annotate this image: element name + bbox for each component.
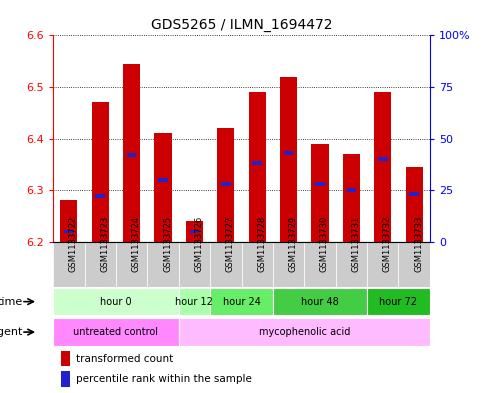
Bar <box>64 230 73 233</box>
Bar <box>61 371 70 387</box>
Bar <box>60 200 77 242</box>
Bar <box>221 182 230 186</box>
Text: hour 72: hour 72 <box>380 297 417 307</box>
Text: hour 48: hour 48 <box>301 297 339 307</box>
Bar <box>312 144 328 242</box>
Text: GDS5265 / ILMN_1694472: GDS5265 / ILMN_1694472 <box>151 18 332 32</box>
Text: agent: agent <box>0 327 23 337</box>
Bar <box>406 167 423 242</box>
Bar <box>179 318 430 346</box>
Text: GSM1133730: GSM1133730 <box>320 216 329 272</box>
Bar <box>347 188 356 192</box>
Text: hour 24: hour 24 <box>223 297 260 307</box>
Text: GSM1133727: GSM1133727 <box>226 216 235 272</box>
Bar <box>367 242 398 287</box>
Text: hour 12: hour 12 <box>175 297 213 307</box>
Bar <box>179 242 210 287</box>
Text: hour 0: hour 0 <box>100 297 132 307</box>
Bar <box>374 92 391 242</box>
Bar <box>398 242 430 287</box>
Text: GSM1133722: GSM1133722 <box>69 216 78 272</box>
Bar <box>253 162 262 165</box>
Bar <box>53 242 85 287</box>
Text: GSM1133728: GSM1133728 <box>257 216 266 272</box>
Bar <box>242 242 273 287</box>
Bar <box>336 242 367 287</box>
Text: GSM1133726: GSM1133726 <box>194 216 203 272</box>
Text: GSM1133729: GSM1133729 <box>289 216 298 272</box>
Text: transformed count: transformed count <box>76 354 173 364</box>
Text: GSM1133723: GSM1133723 <box>100 216 109 272</box>
Bar <box>304 242 336 287</box>
Bar <box>61 351 70 366</box>
Bar <box>116 242 147 287</box>
Bar <box>210 288 273 315</box>
Text: GSM1133731: GSM1133731 <box>352 216 360 272</box>
Text: GSM1133725: GSM1133725 <box>163 216 172 272</box>
Bar <box>53 318 179 346</box>
Bar <box>217 128 234 242</box>
Bar <box>179 288 210 315</box>
Text: GSM1133732: GSM1133732 <box>383 216 392 272</box>
Text: time: time <box>0 297 23 307</box>
Bar <box>190 230 199 233</box>
Bar <box>280 77 297 242</box>
Bar <box>273 242 304 287</box>
Bar <box>343 154 360 242</box>
Bar <box>410 193 419 196</box>
Bar <box>273 288 367 315</box>
Text: percentile rank within the sample: percentile rank within the sample <box>76 374 252 384</box>
Bar <box>210 242 242 287</box>
Text: GSM1133724: GSM1133724 <box>131 216 141 272</box>
Bar <box>155 133 171 242</box>
Text: mycophenolic acid: mycophenolic acid <box>258 327 350 337</box>
Bar <box>284 151 293 155</box>
Bar <box>378 157 387 161</box>
Bar <box>147 242 179 287</box>
Bar <box>186 221 203 242</box>
Bar <box>249 92 266 242</box>
Bar <box>158 178 168 182</box>
Bar <box>123 64 140 242</box>
Text: GSM1133733: GSM1133733 <box>414 216 423 272</box>
Bar <box>96 195 105 198</box>
Bar <box>127 153 136 157</box>
Bar <box>367 288 430 315</box>
Bar <box>85 242 116 287</box>
Bar <box>92 103 109 242</box>
Bar <box>53 288 179 315</box>
Bar <box>315 182 325 186</box>
Text: untreated control: untreated control <box>73 327 158 337</box>
